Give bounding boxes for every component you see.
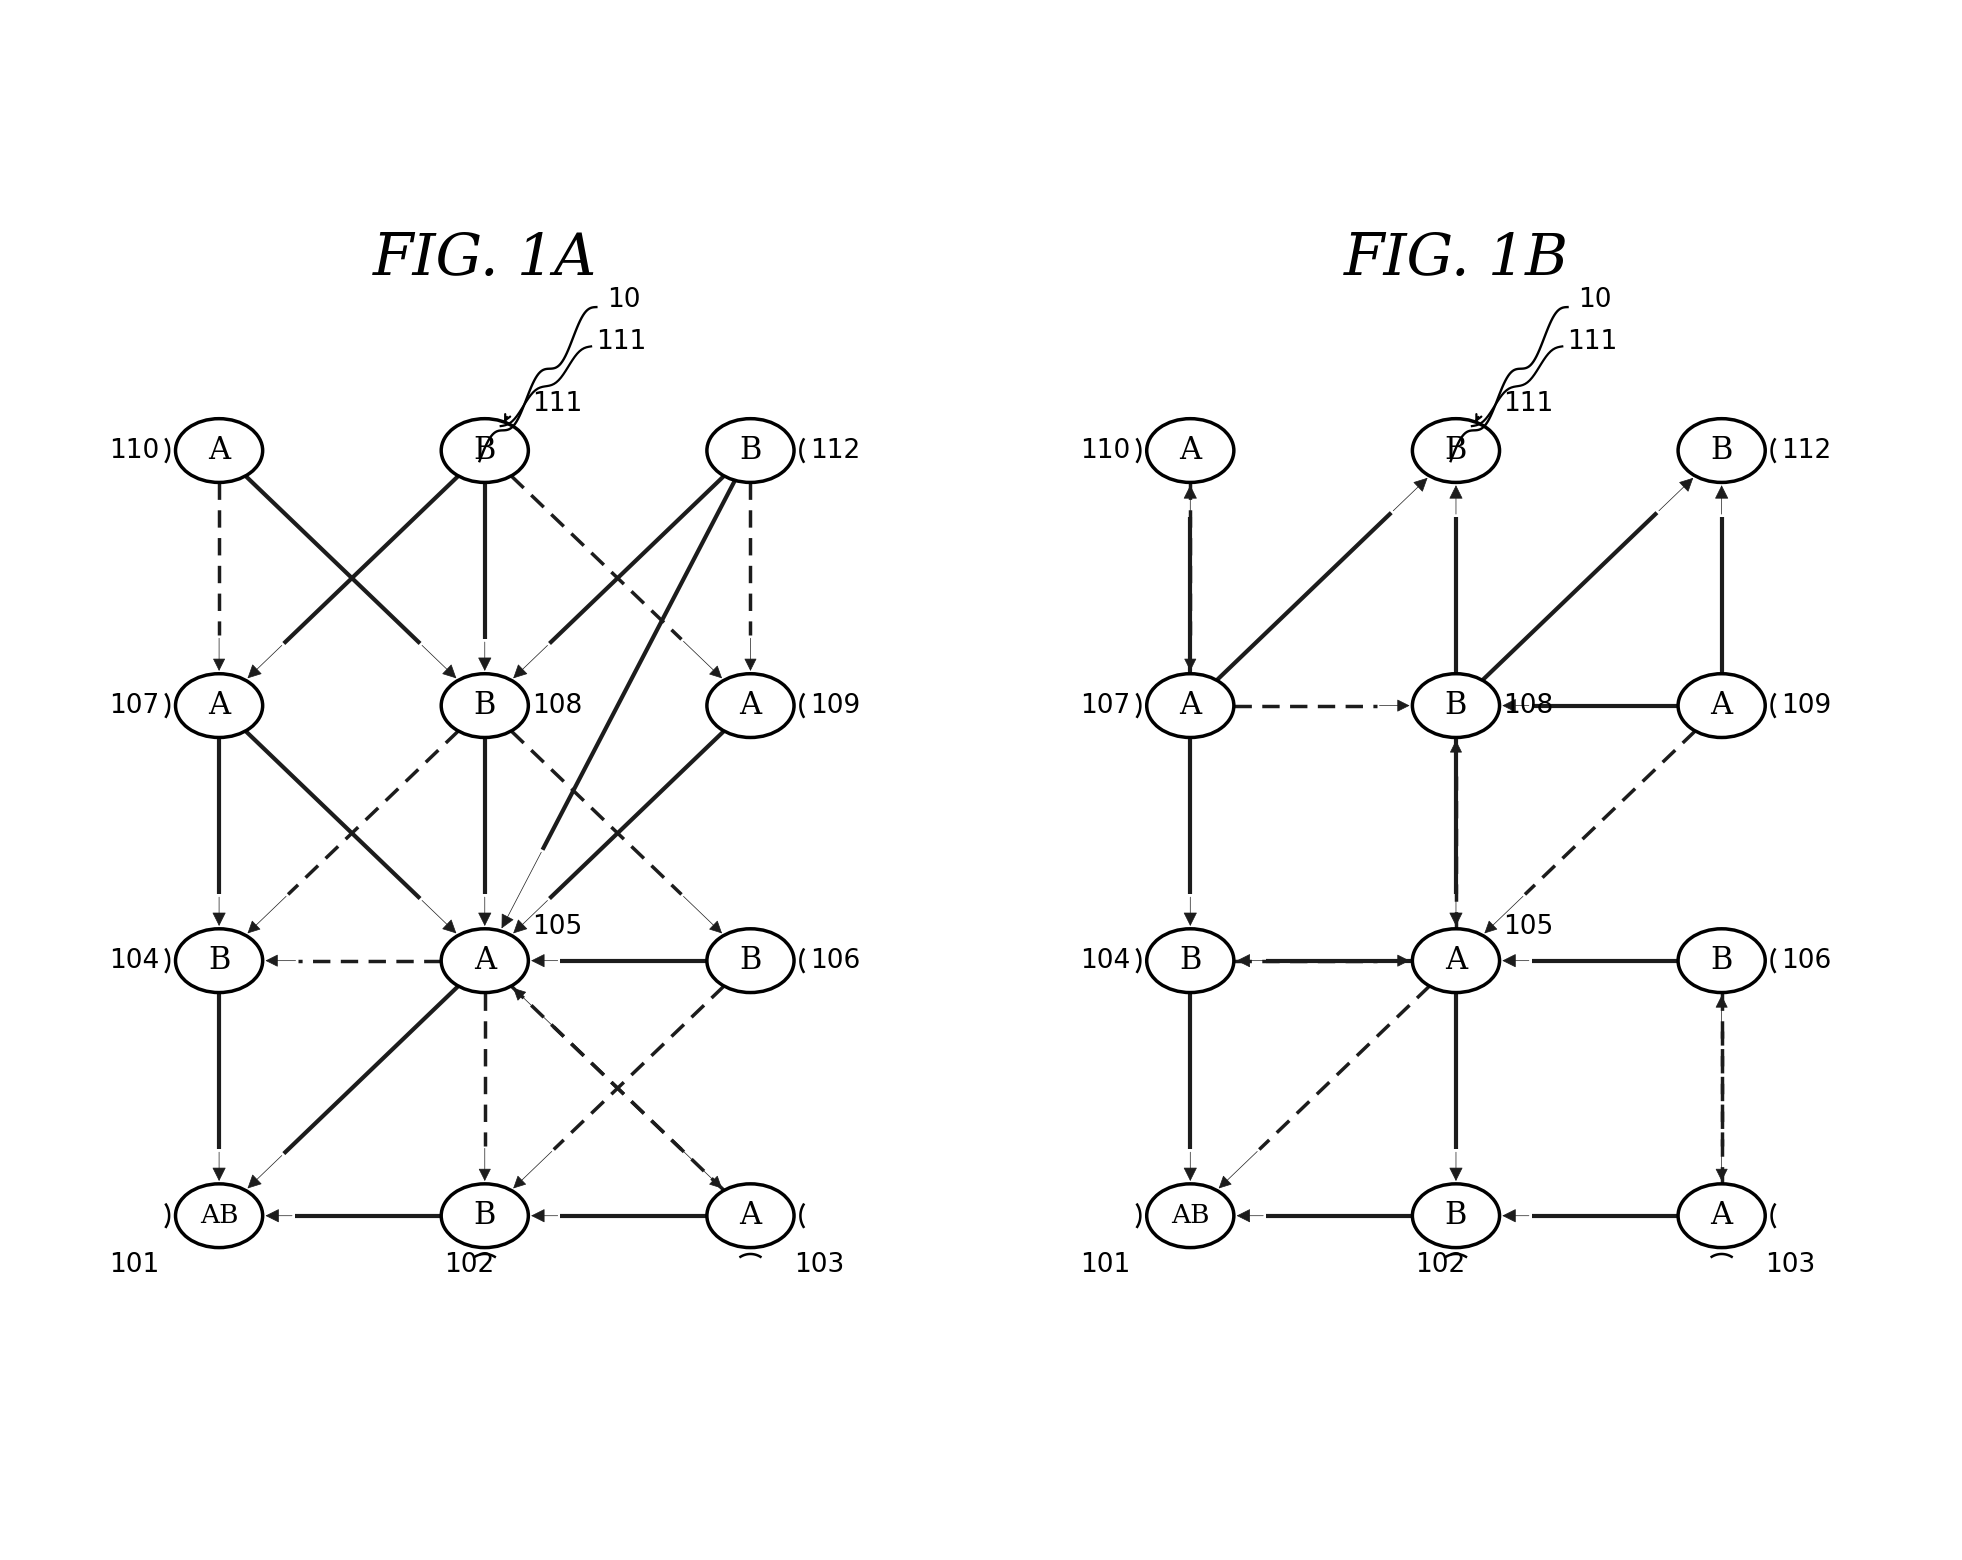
Text: 108: 108 [532, 693, 583, 719]
Text: A: A [208, 690, 230, 721]
Ellipse shape [1146, 928, 1234, 992]
Ellipse shape [441, 674, 528, 738]
Text: 105: 105 [1503, 914, 1554, 939]
Ellipse shape [1413, 674, 1499, 738]
Ellipse shape [1678, 418, 1766, 482]
Text: 111: 111 [1503, 392, 1554, 417]
Text: 103: 103 [795, 1251, 846, 1278]
Ellipse shape [1146, 674, 1234, 738]
Text: B: B [1711, 435, 1732, 466]
Text: 103: 103 [1766, 1251, 1817, 1278]
Text: 107: 107 [110, 693, 159, 719]
Text: 112: 112 [810, 437, 861, 463]
Text: A: A [1711, 690, 1732, 721]
Text: B: B [1711, 945, 1732, 977]
Text: B: B [1179, 945, 1201, 977]
Ellipse shape [175, 418, 263, 482]
Text: AB: AB [200, 1203, 237, 1228]
Text: A: A [740, 690, 761, 721]
Text: 102: 102 [1415, 1251, 1466, 1278]
Text: 104: 104 [110, 947, 159, 973]
Text: B: B [1444, 690, 1468, 721]
Text: A: A [740, 1200, 761, 1231]
Ellipse shape [1146, 418, 1234, 482]
Text: 105: 105 [532, 914, 583, 939]
Ellipse shape [1413, 418, 1499, 482]
Text: 101: 101 [1081, 1251, 1130, 1278]
Text: A: A [1179, 690, 1201, 721]
Ellipse shape [1678, 674, 1766, 738]
Ellipse shape [441, 1184, 528, 1248]
Text: FIG. 1B: FIG. 1B [1344, 231, 1568, 287]
Text: 104: 104 [1081, 947, 1130, 973]
Ellipse shape [1146, 1184, 1234, 1248]
Text: B: B [1444, 435, 1468, 466]
Ellipse shape [1678, 1184, 1766, 1248]
Text: A: A [473, 945, 496, 977]
Text: 106: 106 [810, 947, 861, 973]
Ellipse shape [706, 928, 795, 992]
Text: B: B [473, 1200, 496, 1231]
Ellipse shape [175, 1184, 263, 1248]
Text: B: B [740, 435, 761, 466]
Ellipse shape [175, 674, 263, 738]
Text: B: B [473, 435, 496, 466]
Text: A: A [1444, 945, 1468, 977]
Text: A: A [1179, 435, 1201, 466]
Text: FIG. 1A: FIG. 1A [373, 231, 596, 287]
Text: 108: 108 [1503, 693, 1554, 719]
Text: 10: 10 [606, 287, 640, 312]
Text: 107: 107 [1081, 693, 1130, 719]
Ellipse shape [175, 928, 263, 992]
Text: A: A [208, 435, 230, 466]
Text: B: B [740, 945, 761, 977]
Text: AB: AB [1171, 1203, 1209, 1228]
Text: 111: 111 [596, 329, 647, 356]
Text: 110: 110 [1081, 437, 1130, 463]
Ellipse shape [1678, 928, 1766, 992]
Text: 109: 109 [810, 693, 861, 719]
Text: B: B [473, 690, 496, 721]
Ellipse shape [706, 1184, 795, 1248]
Text: 102: 102 [443, 1251, 494, 1278]
Text: 111: 111 [1568, 329, 1619, 356]
Text: 106: 106 [1781, 947, 1833, 973]
Text: 110: 110 [110, 437, 159, 463]
Text: 10: 10 [1577, 287, 1611, 312]
Text: 101: 101 [110, 1251, 159, 1278]
Ellipse shape [706, 418, 795, 482]
Text: B: B [208, 945, 230, 977]
Text: A: A [1711, 1200, 1732, 1231]
Ellipse shape [441, 418, 528, 482]
Text: 109: 109 [1781, 693, 1833, 719]
Text: 112: 112 [1781, 437, 1833, 463]
Ellipse shape [706, 674, 795, 738]
Text: 111: 111 [532, 392, 583, 417]
Text: B: B [1444, 1200, 1468, 1231]
Ellipse shape [441, 928, 528, 992]
Ellipse shape [1413, 928, 1499, 992]
Ellipse shape [1413, 1184, 1499, 1248]
